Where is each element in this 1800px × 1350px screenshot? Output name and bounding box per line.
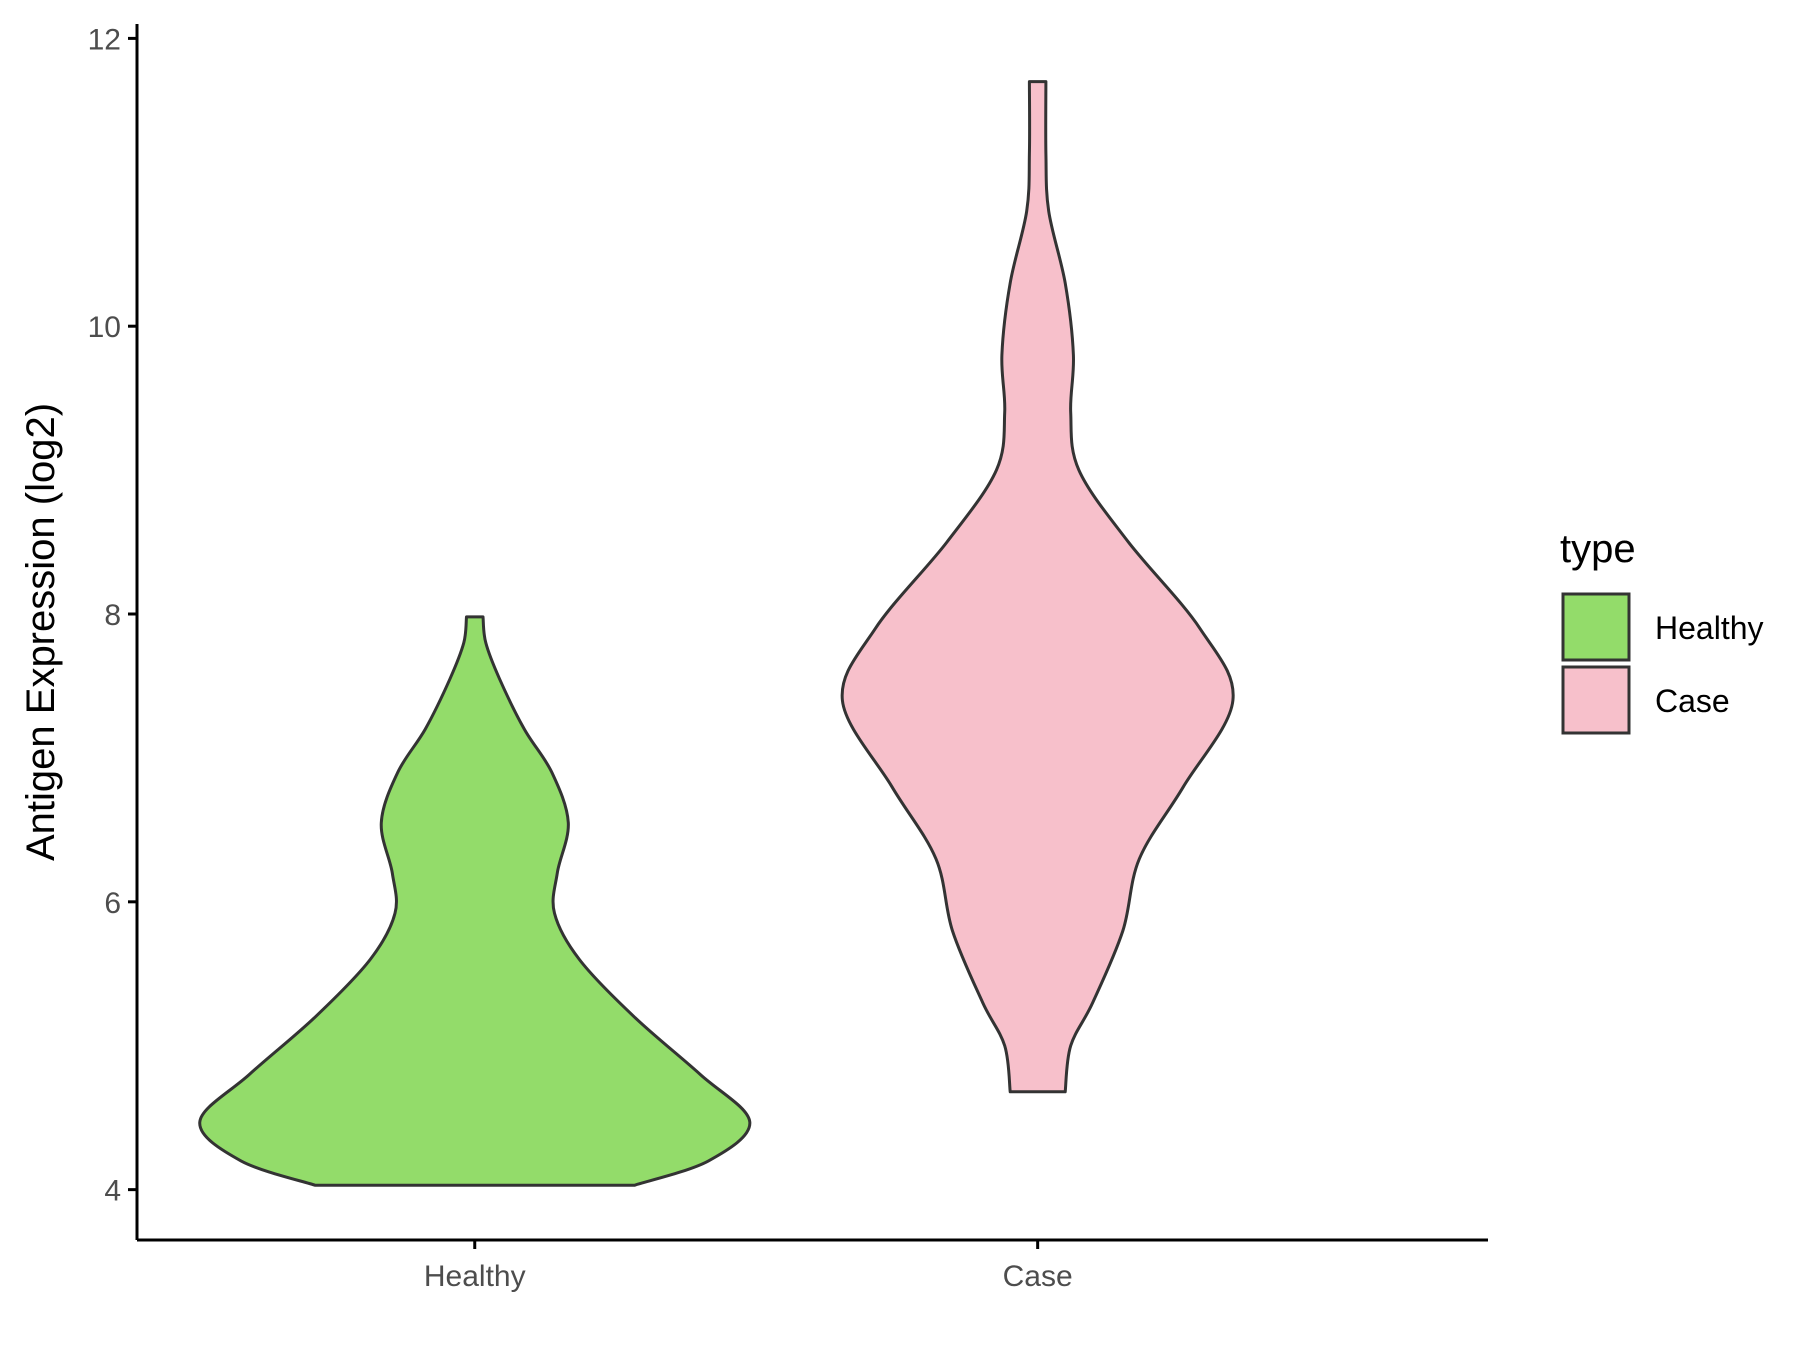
- y-tick-label: 6: [104, 887, 121, 920]
- legend: type Healthy Case: [1560, 527, 1764, 735]
- violin-layer: [198, 80, 1235, 1187]
- legend-label-healthy: Healthy: [1655, 610, 1764, 646]
- x-ticks: Healthy Case: [424, 1240, 1073, 1293]
- y-tick-label: 12: [88, 23, 121, 56]
- y-ticks: 4 6 8 10 12: [88, 23, 137, 1208]
- legend-title: type: [1560, 527, 1636, 571]
- axes-layer: [135, 24, 1488, 1242]
- y-axis-title: Antigen Expression (log2): [19, 403, 63, 861]
- legend-key-case: [1561, 665, 1631, 735]
- y-tick-label: 8: [104, 599, 121, 632]
- x-tick-label-healthy: Healthy: [424, 1260, 526, 1293]
- y-tick-label: 10: [88, 311, 121, 344]
- violin-case: [840, 80, 1235, 1094]
- violin-healthy: [198, 615, 752, 1187]
- y-tick-label: 4: [104, 1175, 121, 1208]
- legend-label-case: Case: [1655, 683, 1730, 719]
- legend-items: Healthy Case: [1561, 592, 1764, 735]
- x-tick-label-case: Case: [1003, 1260, 1073, 1293]
- legend-key-healthy: [1561, 592, 1631, 662]
